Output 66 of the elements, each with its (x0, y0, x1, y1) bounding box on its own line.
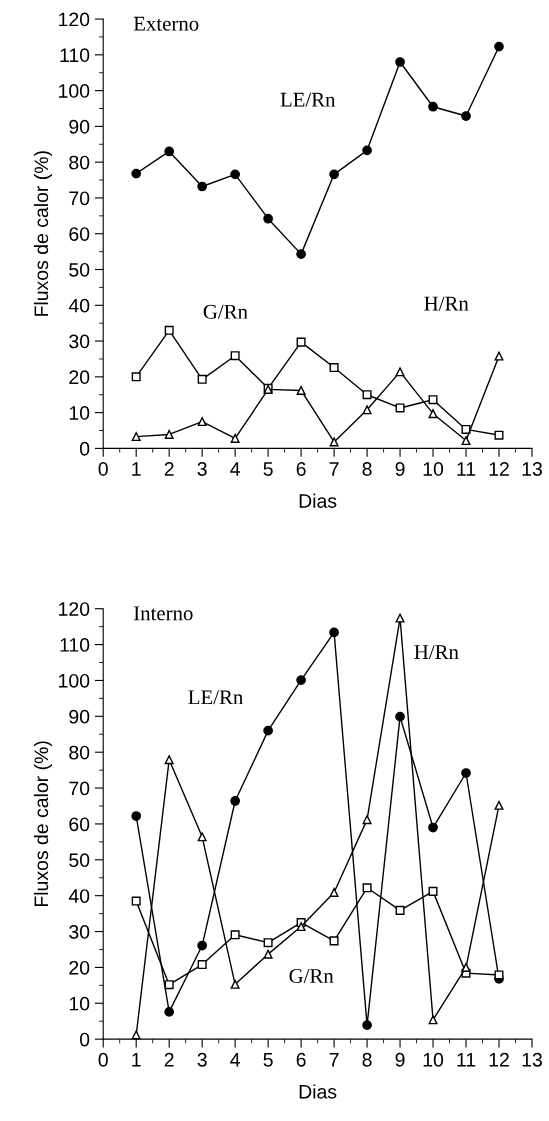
x-tick-label: 7 (329, 462, 339, 476)
x-tick-label: 2 (164, 1052, 174, 1067)
y-tick-label: 110 (60, 48, 90, 63)
y-tick-label: 0 (79, 1032, 90, 1047)
x-tick-label: 12 (489, 1052, 509, 1067)
x-tick-label: 3 (197, 1052, 207, 1067)
y-tick-label: 90 (69, 119, 90, 134)
y-tick-label: 100 (59, 673, 90, 688)
x-axis-title: Dias (299, 493, 337, 508)
y-tick-label: 70 (69, 781, 90, 796)
x-tick-label: 8 (362, 1052, 372, 1067)
x-tick-label: 7 (329, 1053, 339, 1067)
y-tick-label: 50 (69, 262, 90, 277)
text: H/Rn (424, 296, 469, 311)
x-tick-label: 0 (98, 462, 108, 476)
y-tick-label: 40 (68, 298, 90, 313)
annotation: Externo (133, 16, 199, 31)
x-tick-label: 5 (263, 462, 273, 476)
y-tick-label: 20 (69, 370, 90, 385)
y-tick-label: 110 (60, 638, 90, 652)
series-label: LE/Rn (188, 690, 244, 705)
x-tick-label: 4 (230, 1053, 240, 1067)
y-tick-label: 60 (69, 817, 90, 832)
x-tick-label: 0 (98, 1052, 108, 1067)
x-tick-label: 13 (522, 1052, 542, 1067)
y-tick-label: 120 (59, 602, 90, 616)
y-tick-label: 70 (69, 191, 90, 206)
y-tick-label: 50 (69, 853, 90, 868)
x-tick-label: 9 (395, 462, 405, 476)
y-axis-title: Fluxos de calor (%) (33, 741, 53, 907)
x-tick-label: 6 (296, 462, 306, 476)
x-tick-label: 5 (263, 1053, 273, 1067)
x-tick-label: 10 (423, 462, 444, 476)
x-axis-title: Dias (299, 1084, 337, 1099)
y-tick-label: 30 (69, 334, 90, 349)
x-tick-label: 3 (197, 462, 207, 476)
series-label: G/Rn (203, 304, 248, 319)
y-tick-label: 90 (69, 709, 90, 724)
x-tick-label: 2 (164, 462, 174, 476)
x-tick-label: 9 (395, 1052, 405, 1067)
x-tick-label: 10 (423, 1052, 444, 1067)
y-tick-label: 80 (69, 155, 90, 170)
x-tick-label: 1 (132, 1053, 141, 1067)
annotation: Interno (133, 606, 193, 621)
x-tick-label: 1 (132, 462, 141, 476)
x-tick-label: 6 (296, 1052, 306, 1067)
y-tick-label: 30 (69, 925, 90, 939)
x-tick-label: 11 (457, 1053, 476, 1067)
y-tick-label: 20 (69, 960, 90, 975)
y-tick-label: 40 (68, 889, 90, 903)
y-tick-label: 80 (69, 745, 90, 760)
text: LE/Rn (280, 92, 336, 107)
x-tick-label: 8 (362, 462, 372, 476)
series-label: G/Rn (289, 969, 334, 984)
y-tick-label: 120 (59, 12, 90, 27)
x-tick-label: 11 (457, 462, 476, 476)
y-tick-label: 100 (59, 84, 90, 98)
y-axis-title: Fluxos de calor (%) (33, 151, 53, 316)
x-tick-label: 4 (230, 462, 240, 476)
y-tick-label: 10 (69, 996, 90, 1011)
y-tick-label: 10 (69, 406, 90, 420)
y-tick-label: 0 (79, 441, 90, 456)
y-tick-label: 60 (69, 227, 90, 241)
x-tick-label: 12 (489, 462, 509, 476)
series-label: H/Rn (414, 645, 459, 660)
x-tick-label: 13 (522, 462, 542, 476)
